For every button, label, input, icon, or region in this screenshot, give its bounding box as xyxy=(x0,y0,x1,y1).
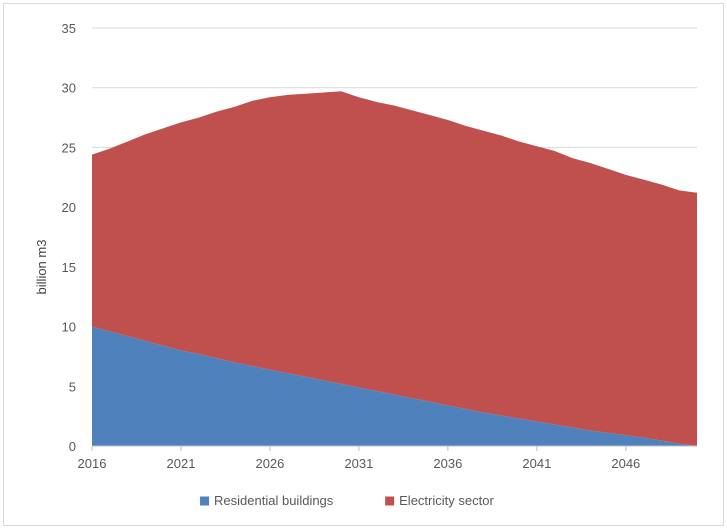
x-tick-label-2046: 2046 xyxy=(611,456,640,471)
y-tick-label-35: 35 xyxy=(62,21,76,36)
areas xyxy=(92,91,697,447)
y-tick-label-15: 15 xyxy=(62,260,76,275)
y-tick-label-5: 5 xyxy=(69,379,76,394)
legend-item-electricity-sector: Electricity sector xyxy=(385,493,494,508)
legend-item-residential-buildings: Residential buildings xyxy=(200,493,334,508)
area-residential-buildings xyxy=(92,326,697,446)
legend-swatch xyxy=(200,496,210,506)
x-tick-label-2031: 2031 xyxy=(344,456,373,471)
x-tick-label-2036: 2036 xyxy=(433,456,462,471)
x-tick-label-2016: 2016 xyxy=(78,456,107,471)
y-tick-label-25: 25 xyxy=(62,140,76,155)
axes xyxy=(91,445,697,451)
x-tick-label-2026: 2026 xyxy=(255,456,284,471)
x-tick-label-2021: 2021 xyxy=(167,456,196,471)
legend: Residential buildings Electricity sector xyxy=(200,493,494,508)
y-tick-label-0: 0 xyxy=(69,439,76,454)
legend-label: Residential buildings xyxy=(214,493,334,508)
y-tick-labels: 0 5 10 15 20 25 30 35 xyxy=(62,21,76,454)
x-tick-labels: 2016 2021 2026 2031 2036 2041 2046 xyxy=(78,456,641,471)
x-tick-label-2041: 2041 xyxy=(522,456,551,471)
y-tick-label-20: 20 xyxy=(62,200,76,215)
legend-label: Electricity sector xyxy=(399,493,494,508)
y-axis-title: billion m3 xyxy=(34,240,49,295)
legend-swatch xyxy=(385,496,395,506)
y-tick-label-10: 10 xyxy=(62,320,76,335)
area-electricity-sector xyxy=(92,91,697,447)
y-tick-label-30: 30 xyxy=(62,81,76,96)
